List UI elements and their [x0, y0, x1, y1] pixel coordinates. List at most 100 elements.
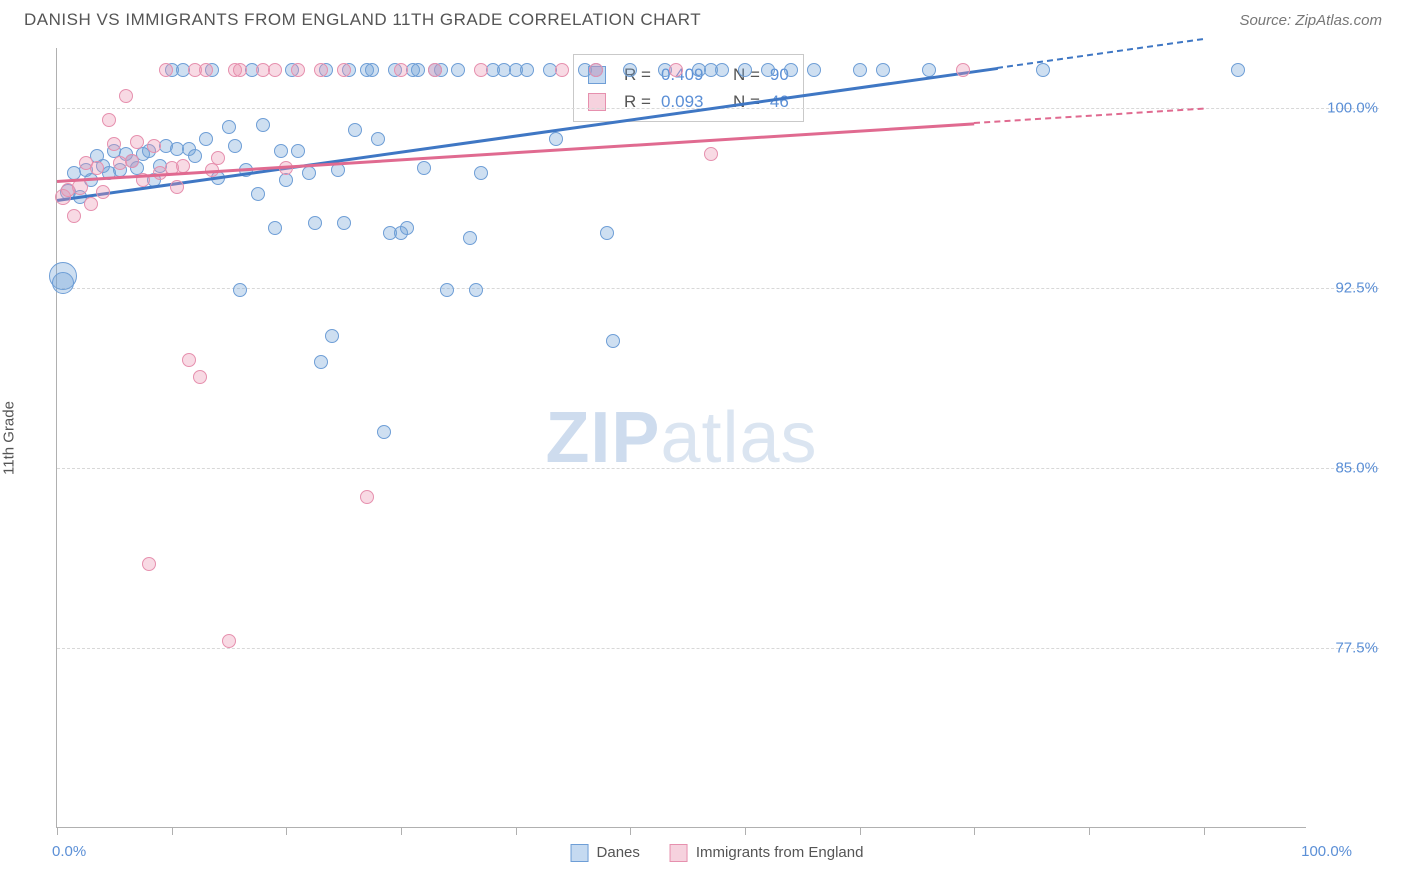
- data-point: [222, 120, 236, 134]
- x-tick: [974, 827, 975, 835]
- x-max-label: 100.0%: [1301, 843, 1352, 860]
- data-point: [107, 137, 121, 151]
- data-point: [256, 118, 270, 132]
- plot-area: 11th Grade ZIPatlas R = 0.409 N = 90R = …: [56, 48, 1378, 828]
- data-point: [411, 63, 425, 77]
- data-point: [440, 283, 454, 297]
- data-point: [589, 63, 603, 77]
- data-point: [314, 355, 328, 369]
- trend-line-ext: [997, 38, 1204, 69]
- data-point: [807, 63, 821, 77]
- chart-title: DANISH VS IMMIGRANTS FROM ENGLAND 11TH G…: [24, 10, 701, 30]
- data-point: [251, 187, 265, 201]
- data-point: [428, 63, 442, 77]
- data-point: [199, 132, 213, 146]
- data-point: [784, 63, 798, 77]
- x-tick: [286, 827, 287, 835]
- data-point: [761, 63, 775, 77]
- data-point: [176, 159, 190, 173]
- data-point: [474, 166, 488, 180]
- data-point: [102, 113, 116, 127]
- gridline: [57, 288, 1379, 289]
- data-point: [715, 63, 729, 77]
- data-point: [704, 147, 718, 161]
- data-point: [233, 283, 247, 297]
- data-point: [360, 490, 374, 504]
- data-point: [211, 151, 225, 165]
- data-point: [520, 63, 534, 77]
- data-point: [555, 63, 569, 77]
- data-point: [52, 272, 74, 294]
- data-point: [182, 353, 196, 367]
- data-point: [159, 63, 173, 77]
- data-point: [325, 329, 339, 343]
- data-point: [623, 63, 637, 77]
- legend-swatch: [571, 844, 589, 862]
- x-tick: [1089, 827, 1090, 835]
- gridline: [57, 468, 1379, 469]
- data-point: [365, 63, 379, 77]
- data-point: [606, 334, 620, 348]
- data-point: [233, 63, 247, 77]
- data-point: [394, 63, 408, 77]
- data-point: [371, 132, 385, 146]
- legend-swatch: [670, 844, 688, 862]
- legend-item: Immigrants from England: [670, 844, 864, 862]
- x-tick: [57, 827, 58, 835]
- data-point: [170, 180, 184, 194]
- data-point: [96, 185, 110, 199]
- trend-line-ext: [974, 108, 1203, 124]
- data-point: [474, 63, 488, 77]
- data-point: [199, 63, 213, 77]
- data-point: [125, 154, 139, 168]
- data-point: [337, 63, 351, 77]
- data-point: [130, 135, 144, 149]
- data-point: [451, 63, 465, 77]
- y-tick-label: 100.0%: [1308, 100, 1378, 117]
- data-point: [222, 634, 236, 648]
- y-tick-label: 85.0%: [1308, 460, 1378, 477]
- y-axis-label: 11th Grade: [1, 401, 18, 475]
- source-label: Source: ZipAtlas.com: [1239, 12, 1382, 29]
- x-tick: [745, 827, 746, 835]
- data-point: [600, 226, 614, 240]
- data-point: [119, 89, 133, 103]
- data-point: [417, 161, 431, 175]
- data-point: [463, 231, 477, 245]
- x-tick: [630, 827, 631, 835]
- x-tick: [172, 827, 173, 835]
- legend-item: Danes: [571, 844, 640, 862]
- watermark: ZIPatlas: [545, 397, 817, 479]
- x-tick: [860, 827, 861, 835]
- x-tick: [1204, 827, 1205, 835]
- legend-label: Danes: [597, 844, 640, 861]
- stats-row: R = 0.409 N = 90: [588, 61, 789, 88]
- data-point: [549, 132, 563, 146]
- data-point: [142, 557, 156, 571]
- data-point: [469, 283, 483, 297]
- series-legend: Danes Immigrants from England: [571, 844, 864, 862]
- legend-label: Immigrants from England: [696, 844, 864, 861]
- data-point: [268, 63, 282, 77]
- data-point: [738, 63, 752, 77]
- gridline: [57, 648, 1379, 649]
- data-point: [348, 123, 362, 137]
- data-point: [279, 173, 293, 187]
- data-point: [67, 209, 81, 223]
- trend-line: [57, 67, 998, 202]
- data-point: [291, 63, 305, 77]
- data-point: [1036, 63, 1050, 77]
- data-point: [922, 63, 936, 77]
- data-point: [876, 63, 890, 77]
- x-tick: [401, 827, 402, 835]
- y-tick-label: 77.5%: [1308, 640, 1378, 657]
- data-point: [147, 139, 161, 153]
- data-point: [400, 221, 414, 235]
- data-point: [90, 161, 104, 175]
- data-point: [228, 139, 242, 153]
- x-tick: [516, 827, 517, 835]
- data-point: [268, 221, 282, 235]
- data-point: [188, 149, 202, 163]
- data-point: [291, 144, 305, 158]
- y-tick-label: 92.5%: [1308, 280, 1378, 297]
